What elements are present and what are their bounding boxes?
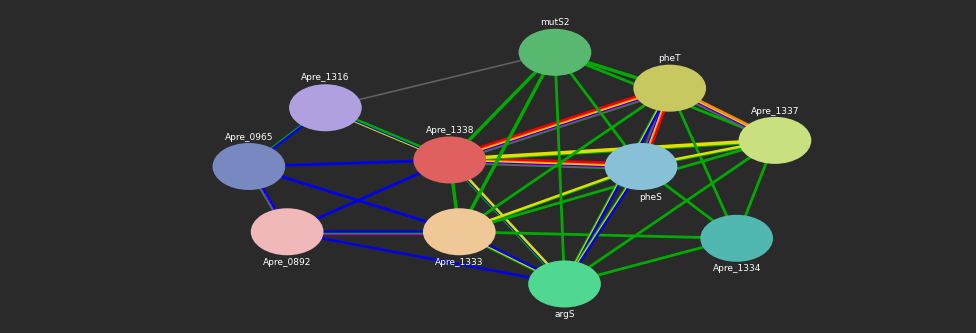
Text: Apre_1337: Apre_1337 [751, 107, 799, 116]
Ellipse shape [528, 260, 601, 307]
Text: mutS2: mutS2 [540, 18, 570, 27]
Text: argS: argS [554, 310, 575, 319]
Text: Apre_1338: Apre_1338 [426, 126, 474, 135]
Ellipse shape [701, 215, 773, 262]
Ellipse shape [633, 65, 706, 112]
Text: pheS: pheS [639, 192, 662, 201]
Text: Apre_1333: Apre_1333 [435, 258, 483, 267]
Ellipse shape [251, 208, 323, 255]
Ellipse shape [414, 137, 486, 183]
Text: Apre_0965: Apre_0965 [224, 133, 273, 142]
Ellipse shape [423, 208, 496, 255]
Text: Apre_1334: Apre_1334 [712, 264, 761, 273]
Text: pheT: pheT [659, 54, 681, 63]
Ellipse shape [518, 29, 591, 76]
Text: Apre_1316: Apre_1316 [302, 73, 349, 82]
Ellipse shape [289, 84, 362, 131]
Ellipse shape [213, 143, 285, 190]
Text: Apre_0892: Apre_0892 [263, 258, 311, 267]
Ellipse shape [605, 143, 677, 190]
Ellipse shape [739, 117, 811, 164]
